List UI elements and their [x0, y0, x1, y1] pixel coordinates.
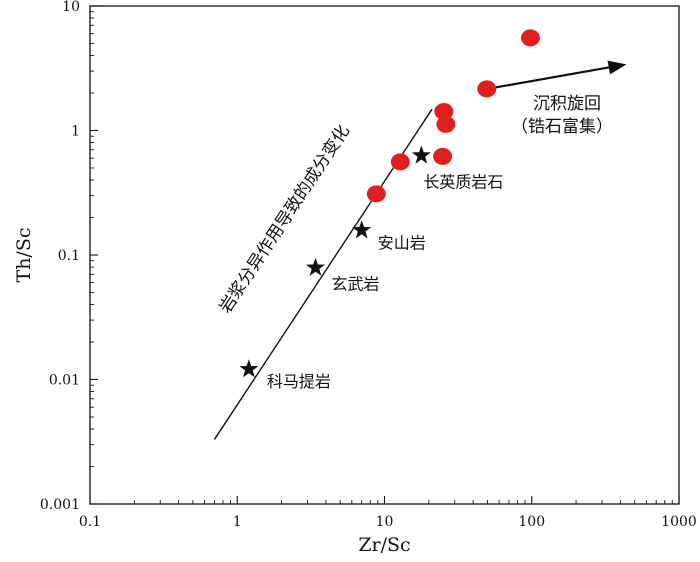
arrow-label-line1: 沉积旋回 — [533, 94, 601, 114]
data-point-circle — [434, 103, 454, 121]
y-tick-label: 0.001 — [40, 497, 80, 513]
plot-frame — [89, 5, 680, 505]
data-point-star — [411, 145, 431, 164]
data-point-circle — [433, 147, 453, 165]
star-point-label: 安山岩 — [378, 233, 426, 252]
data-point-star — [306, 257, 326, 276]
y-axis-title: Th/Sc — [13, 228, 35, 283]
data-point-circle — [520, 29, 540, 47]
y-tick-label: 0.1 — [58, 248, 80, 264]
data-point-star — [239, 359, 259, 378]
data-point-circle — [436, 115, 456, 133]
star-point-label: 科马提岩 — [267, 372, 331, 391]
data-point-circle — [477, 80, 497, 98]
y-tick-label: 1 — [71, 124, 80, 140]
label-layer: 沉积旋回 （锆石富集） 科马提岩 玄武岩 安山岩 长英质岩石 — [267, 94, 613, 391]
data-point-circle — [366, 185, 386, 203]
points-layer — [239, 29, 540, 378]
arrow-label-line2: （锆石富集） — [511, 117, 613, 137]
x-axis-title: Zr/Sc — [358, 534, 410, 556]
arrow-head — [607, 60, 627, 75]
arrow-shaft — [487, 66, 609, 90]
star-point-label: 玄武岩 — [332, 275, 380, 294]
axes-layer: 0.1 1 10 100 1000 0.001 0.01 0.1 1 10 Zr/Sc Th/Sc — [13, 0, 697, 556]
y-tick-label: 0.01 — [49, 373, 80, 389]
y-tick-label: 10 — [62, 0, 80, 15]
star-point-label: 长英质岩石 — [423, 172, 503, 191]
x-tick-label: 0.1 — [79, 514, 101, 530]
x-tick-label: 10 — [376, 514, 394, 530]
x-tick-label: 1000 — [661, 514, 697, 530]
x-tick-label: 100 — [518, 514, 545, 530]
data-point-circle — [390, 153, 410, 171]
data-point-star — [352, 220, 372, 239]
x-tick-label: 1 — [233, 514, 242, 530]
